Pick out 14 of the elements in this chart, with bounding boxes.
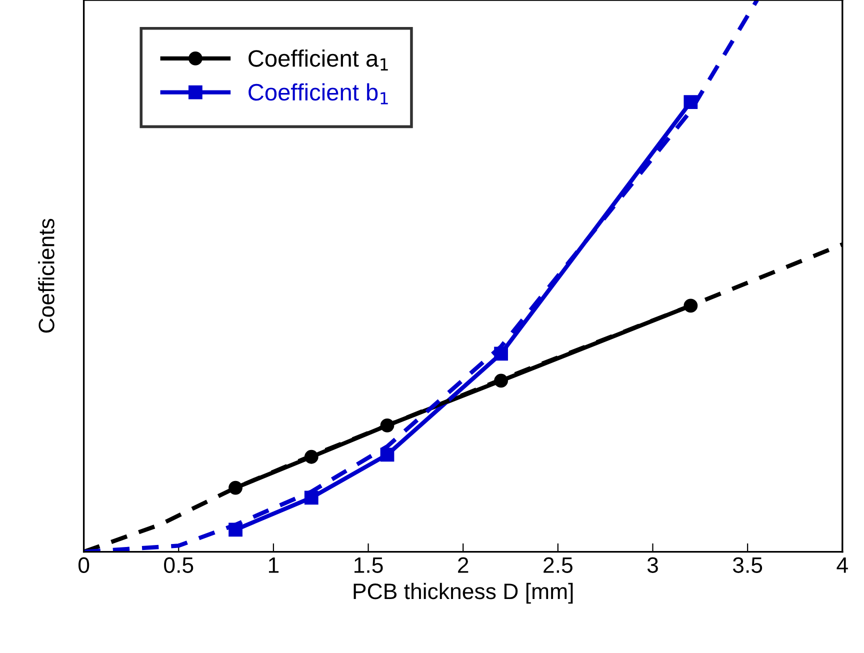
- legend-label: Coefficient a$_{1}$: [248, 49, 388, 70]
- legend-label: Coefficient b$_{1}$: [248, 83, 388, 104]
- point: [380, 448, 394, 462]
- x-tick-label: 1: [268, 557, 279, 573]
- x-tick-label: 1.5: [354, 557, 383, 573]
- x-tick-label: 2.5: [544, 557, 572, 573]
- x-axis-title: PCB thickness D [mm]: [354, 582, 573, 604]
- x-tick-label: 3.5: [732, 557, 762, 573]
- x-tick-label: 0: [78, 557, 90, 573]
- x-tick-label: 4: [836, 557, 848, 573]
- x-tick-label: 2: [458, 557, 468, 573]
- y-axis-title: Coefficients: [38, 218, 54, 333]
- x-tick-label: 3: [647, 557, 658, 573]
- x-tick-label: 0.5: [164, 557, 194, 573]
